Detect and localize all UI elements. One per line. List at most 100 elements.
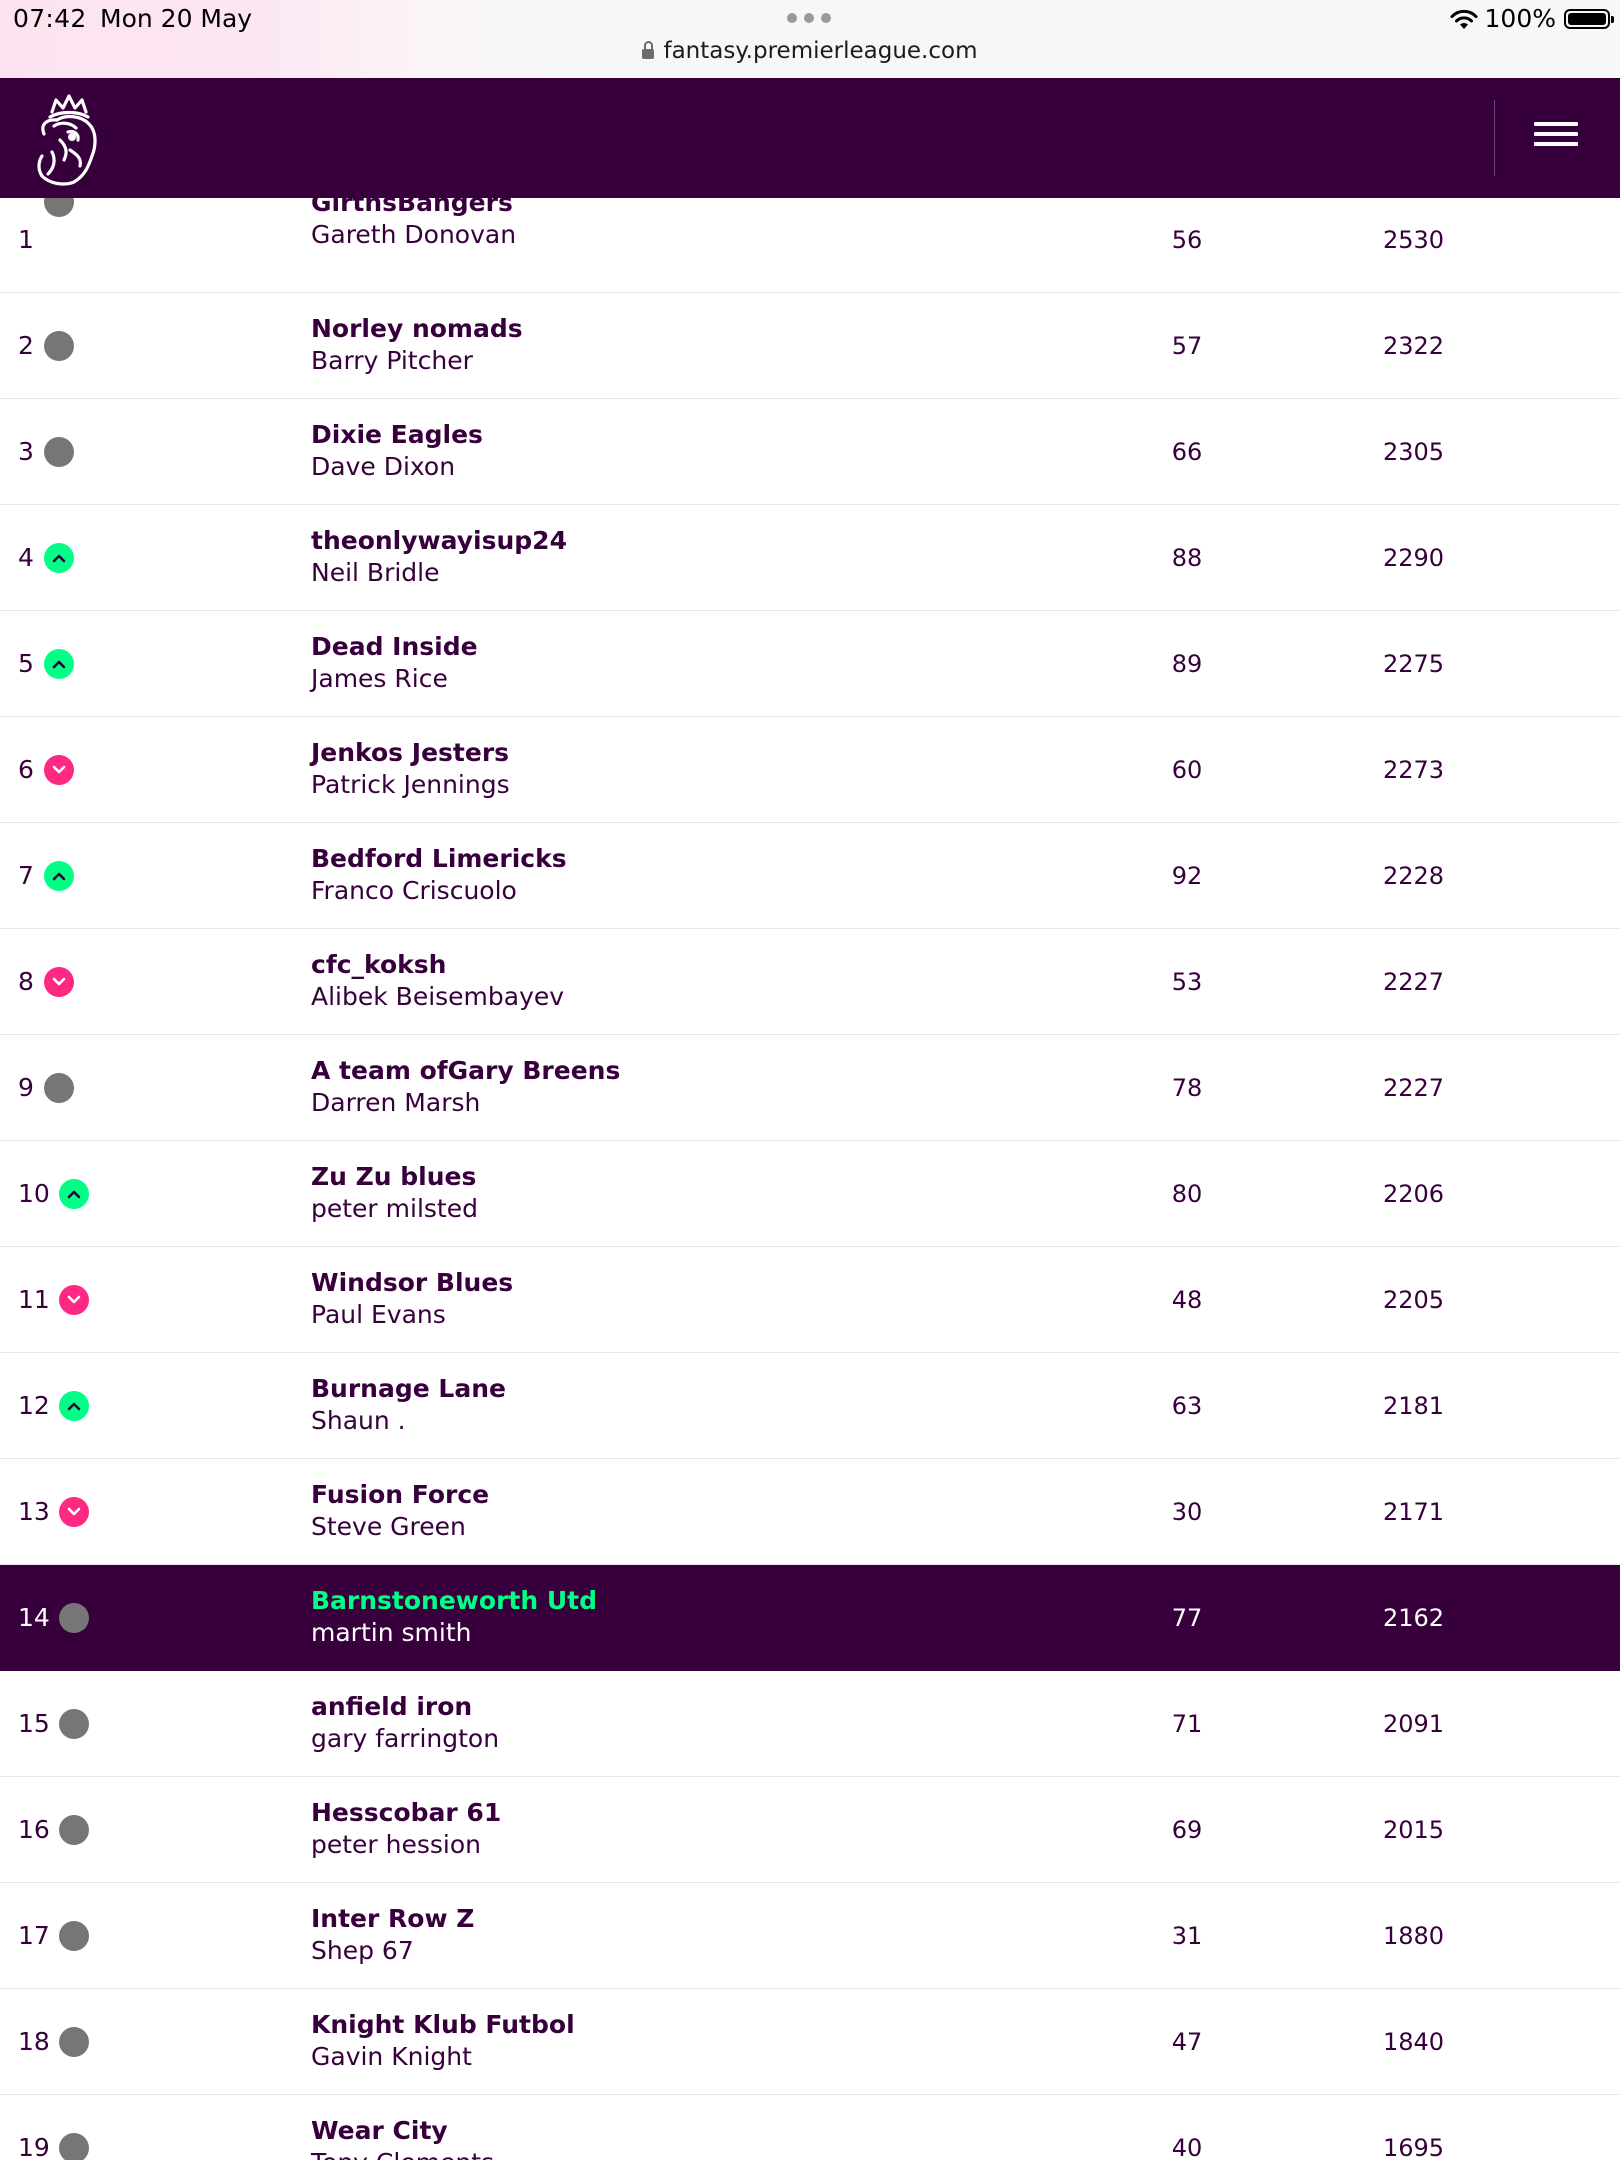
manager-name: Neil Bridle	[311, 558, 440, 587]
rank-same-icon	[59, 1709, 89, 1739]
url-text: fantasy.premierleague.com	[663, 38, 978, 64]
table-row[interactable]: 16 Hesscobar 61 peter hession 69 2015	[0, 1777, 1620, 1883]
team-name[interactable]: Norley nomads	[311, 314, 523, 343]
manager-name: Barry Pitcher	[311, 346, 473, 375]
table-row[interactable]: 10 Zu Zu blues peter milsted 80 2206	[0, 1141, 1620, 1247]
manager-name: Shep 67	[311, 1936, 414, 1965]
team-cell[interactable]: Fusion Force Steve Green	[311, 1479, 1011, 1543]
team-cell[interactable]: theonlywayisup24 Neil Bridle	[311, 525, 1011, 589]
team-name[interactable]: Jenkos Jesters	[311, 738, 510, 767]
team-name[interactable]: theonlywayisup24	[311, 526, 567, 555]
wifi-icon	[1450, 9, 1478, 29]
total-points: 2530	[1382, 226, 1445, 254]
address-bar[interactable]: fantasy.premierleague.com	[0, 38, 1620, 64]
team-name[interactable]: A team ofGary Breens	[311, 1056, 621, 1085]
table-row[interactable]: 5 Dead Inside James Rice 89 2275	[0, 611, 1620, 717]
team-cell[interactable]: Hesscobar 61 peter hession	[311, 1797, 1011, 1861]
rank-number: 7	[18, 861, 34, 890]
rank-same-icon	[44, 437, 74, 467]
table-row-my-team[interactable]: 14 Barnstoneworth Utd martin smith 77 2162	[0, 1565, 1620, 1671]
rank-number: 5	[18, 649, 34, 678]
table-row[interactable]: 9 A team ofGary Breens Darren Marsh 78 2227	[0, 1035, 1620, 1141]
team-cell[interactable]: anfield iron gary farrington	[311, 1691, 1011, 1755]
manager-name: peter milsted	[311, 1194, 478, 1223]
table-row[interactable]: 15 anfield iron gary farrington 71 2091	[0, 1671, 1620, 1777]
table-row[interactable]: 17 Inter Row Z Shep 67 31 1880	[0, 1883, 1620, 1989]
rank-number: 15	[18, 1709, 50, 1738]
table-row[interactable]: 1 GirthsBangers Gareth Donovan 56 2530	[0, 198, 1620, 293]
rank-number: 17	[18, 1921, 50, 1950]
team-name[interactable]: Bedford Limericks	[311, 844, 567, 873]
team-cell[interactable]: GirthsBangers Gareth Donovan	[311, 198, 1011, 251]
team-name[interactable]: Hesscobar 61	[311, 1798, 502, 1827]
table-row[interactable]: 12 Burnage Lane Shaun . 63 2181	[0, 1353, 1620, 1459]
rank-up-icon	[44, 861, 74, 891]
team-cell[interactable]: Dead Inside James Rice	[311, 631, 1011, 695]
team-cell[interactable]: Windsor Blues Paul Evans	[311, 1267, 1011, 1331]
team-name[interactable]: Windsor Blues	[311, 1268, 514, 1297]
team-cell[interactable]: Burnage Lane Shaun .	[311, 1373, 1011, 1437]
table-row[interactable]: 8 cfc_koksh Alibek Beisembayev 53 2227	[0, 929, 1620, 1035]
table-row[interactable]: 13 Fusion Force Steve Green 30 2171	[0, 1459, 1620, 1565]
gameweek-points: 77	[1171, 1604, 1203, 1632]
team-cell[interactable]: A team ofGary Breens Darren Marsh	[311, 1055, 1011, 1119]
team-cell[interactable]: Knight Klub Futbol Gavin Knight	[311, 2009, 1011, 2073]
team-name[interactable]: Fusion Force	[311, 1480, 490, 1509]
status-date: Mon 20 May	[100, 4, 253, 33]
total-points: 2227	[1382, 1074, 1445, 1102]
team-name[interactable]: Burnage Lane	[311, 1374, 506, 1403]
table-row[interactable]: 6 Jenkos Jesters Patrick Jennings 60 2273	[0, 717, 1620, 823]
team-cell[interactable]: Inter Row Z Shep 67	[311, 1903, 1011, 1967]
team-cell[interactable]: Jenkos Jesters Patrick Jennings	[311, 737, 1011, 801]
gameweek-points: 66	[1171, 438, 1203, 466]
team-cell[interactable]: Barnstoneworth Utd martin smith	[311, 1585, 1011, 1649]
team-name[interactable]: Wear City	[311, 2116, 448, 2145]
manager-name: Franco Criscuolo	[311, 876, 517, 905]
site-header	[0, 78, 1620, 198]
table-row[interactable]: 11 Windsor Blues Paul Evans 48 2205	[0, 1247, 1620, 1353]
team-cell[interactable]: Dixie Eagles Dave Dixon	[311, 419, 1011, 483]
gameweek-points: 92	[1171, 862, 1203, 890]
table-row[interactable]: 4 theonlywayisup24 Neil Bridle 88 2290	[0, 505, 1620, 611]
team-name[interactable]: Knight Klub Futbol	[311, 2010, 575, 2039]
team-cell[interactable]: Zu Zu blues peter milsted	[311, 1161, 1011, 1225]
status-time: 07:42	[13, 4, 87, 33]
status-bar: 07:42 Mon 20 May fantasy.premierleague.c…	[0, 0, 1620, 79]
team-cell[interactable]: cfc_koksh Alibek Beisembayev	[311, 949, 1011, 1013]
total-points: 2290	[1382, 544, 1445, 572]
team-name[interactable]: Zu Zu blues	[311, 1162, 477, 1191]
team-cell[interactable]: Norley nomads Barry Pitcher	[311, 313, 1011, 377]
rank-same-icon	[59, 1815, 89, 1845]
team-name[interactable]: GirthsBangers	[311, 198, 513, 217]
rank-number: 16	[18, 1815, 50, 1844]
table-row[interactable]: 3 Dixie Eagles Dave Dixon 66 2305	[0, 399, 1620, 505]
table-row[interactable]: 19 Wear City Tony Clements 40 1695	[0, 2095, 1620, 2160]
rank-number: 1	[18, 225, 34, 254]
league-standings-table: 1 GirthsBangers Gareth Donovan 56 2530 2 Norle…	[0, 198, 1620, 2160]
rank-same-icon	[44, 1073, 74, 1103]
team-name[interactable]: Barnstoneworth Utd	[311, 1586, 598, 1615]
table-row[interactable]: 18 Knight Klub Futbol Gavin Knight 47 1840	[0, 1989, 1620, 2095]
gameweek-points: 40	[1171, 2134, 1203, 2160]
gameweek-points: 63	[1171, 1392, 1203, 1420]
table-row[interactable]: 7 Bedford Limericks Franco Criscuolo 92 2228	[0, 823, 1620, 929]
team-name[interactable]: anfield iron	[311, 1692, 473, 1721]
rank-same-icon	[59, 1603, 89, 1633]
gameweek-points: 89	[1171, 650, 1203, 678]
team-cell[interactable]: Wear City Tony Clements	[311, 2115, 1011, 2160]
team-name[interactable]: Inter Row Z	[311, 1904, 475, 1933]
gameweek-points: 53	[1171, 968, 1203, 996]
team-name[interactable]: Dead Inside	[311, 632, 478, 661]
total-points: 2181	[1382, 1392, 1445, 1420]
rank-number: 2	[18, 331, 34, 360]
team-name[interactable]: Dixie Eagles	[311, 420, 483, 449]
gameweek-points: 78	[1171, 1074, 1203, 1102]
total-points: 2091	[1382, 1710, 1445, 1738]
more-dots-icon[interactable]	[787, 13, 831, 25]
manager-name: Darren Marsh	[311, 1088, 481, 1117]
table-row[interactable]: 2 Norley nomads Barry Pitcher 57 2322	[0, 293, 1620, 399]
team-cell[interactable]: Bedford Limericks Franco Criscuolo	[311, 843, 1011, 907]
hamburger-menu-icon[interactable]	[1532, 116, 1580, 158]
team-name[interactable]: cfc_koksh	[311, 950, 447, 979]
premier-league-lion-icon[interactable]	[30, 90, 108, 188]
